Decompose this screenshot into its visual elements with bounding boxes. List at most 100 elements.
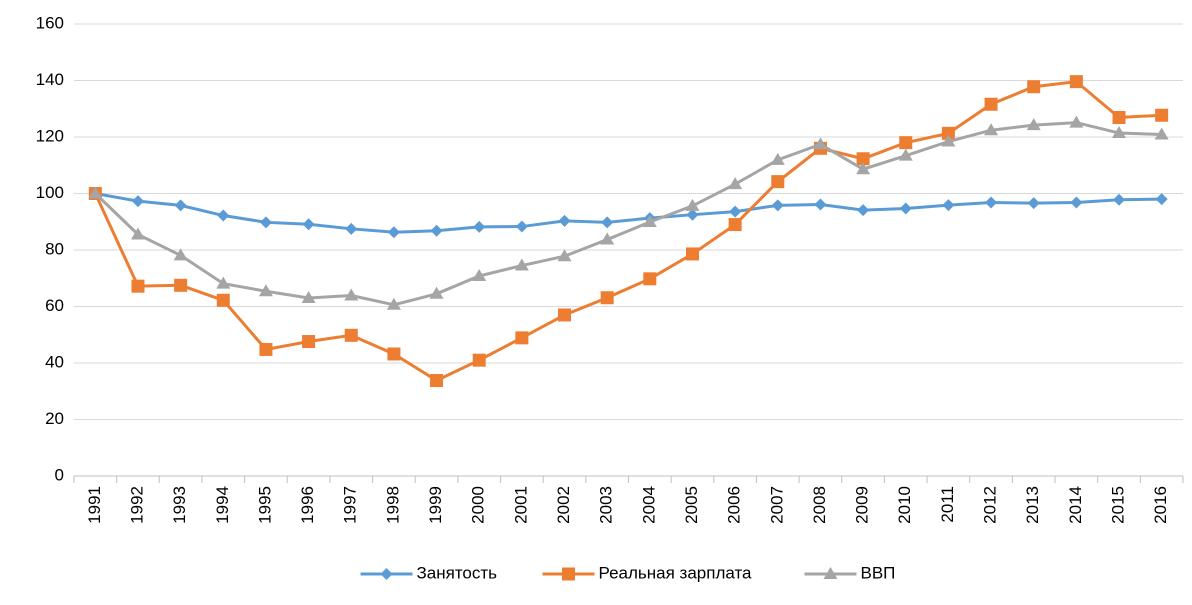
point [942,199,955,212]
point [1069,115,1084,128]
x-tick-label: 1992 [127,486,146,524]
legend-label: Реальная зарплата [599,563,753,582]
point [387,347,401,361]
x-tick-label: 2010 [895,486,914,524]
point [898,148,913,161]
y-tick-label: 120 [36,126,64,145]
point [1155,193,1168,206]
x-tick-label: 2006 [725,486,744,524]
point [985,196,998,209]
point [600,291,614,305]
y-tick-label: 80 [45,239,64,258]
point [856,162,871,175]
x-tick-label: 1991 [85,486,104,524]
point [557,249,572,262]
point [685,198,700,211]
x-tick-label: 1998 [383,486,402,524]
point [686,208,699,221]
x-tick-label: 2012 [981,486,1000,524]
series-line [95,192,1162,234]
point [899,202,912,215]
point [1155,108,1169,122]
point [984,97,998,111]
point [1112,126,1127,139]
point [813,137,828,150]
point [131,195,144,208]
point [1027,80,1041,94]
x-tick-label: 2003 [597,486,616,524]
y-tick-label: 160 [36,13,64,32]
x-tick-label: 2002 [554,486,573,524]
point [1113,193,1126,206]
point [216,293,230,307]
x-tick-label: 1995 [255,486,274,524]
point [814,198,827,211]
point [174,278,188,292]
point [899,136,913,150]
point [728,177,743,190]
point [302,335,316,349]
x-tick-label: 2016 [1151,486,1170,524]
point [429,286,444,299]
point [856,152,870,166]
point [1027,197,1040,210]
point [386,297,401,310]
legend-label: ВВП [861,563,896,582]
point [345,222,358,235]
point [642,215,657,228]
x-tick-label: 1999 [426,486,445,524]
point [729,205,742,218]
point [1070,196,1083,209]
series-line [93,80,1162,383]
point [685,247,699,261]
point [1112,111,1126,125]
point [173,248,188,261]
point [174,199,187,212]
x-tick-label: 2005 [682,486,701,524]
point [216,276,231,289]
point [984,123,999,136]
y-tick-label: 100 [36,183,64,202]
legend-marker [823,567,838,579]
x-tick-label: 2015 [1109,486,1128,524]
y-tick-label: 140 [36,70,64,89]
x-tick-label: 2013 [1023,486,1042,524]
point [771,175,785,189]
point [344,288,359,301]
point [430,374,444,388]
point [473,220,486,233]
point [1069,75,1083,89]
x-tick-label: 2001 [511,486,530,524]
point [600,232,615,245]
point [472,268,487,281]
y-tick-label: 60 [45,296,64,315]
point [259,216,272,229]
point [515,220,528,233]
y-tick-label: 40 [45,352,64,371]
x-tick-label: 2007 [767,486,786,524]
point [430,224,443,237]
x-tick-label: 2004 [639,486,658,524]
x-tick-label: 2011 [938,486,957,523]
point [728,218,742,232]
legend-marker [380,568,393,580]
point [301,291,316,304]
series-line [94,121,1162,307]
point [131,279,145,293]
point [259,342,273,356]
legend-marker [562,567,575,581]
point [771,199,784,212]
point [770,152,785,165]
point [258,284,273,297]
point [88,186,103,199]
point [130,227,145,240]
point [387,226,400,239]
x-tick-label: 2009 [853,486,872,524]
point [601,216,614,229]
point [344,328,358,342]
point [302,218,315,231]
point [558,308,572,322]
point [941,134,956,147]
y-tick-label: 0 [55,465,64,484]
